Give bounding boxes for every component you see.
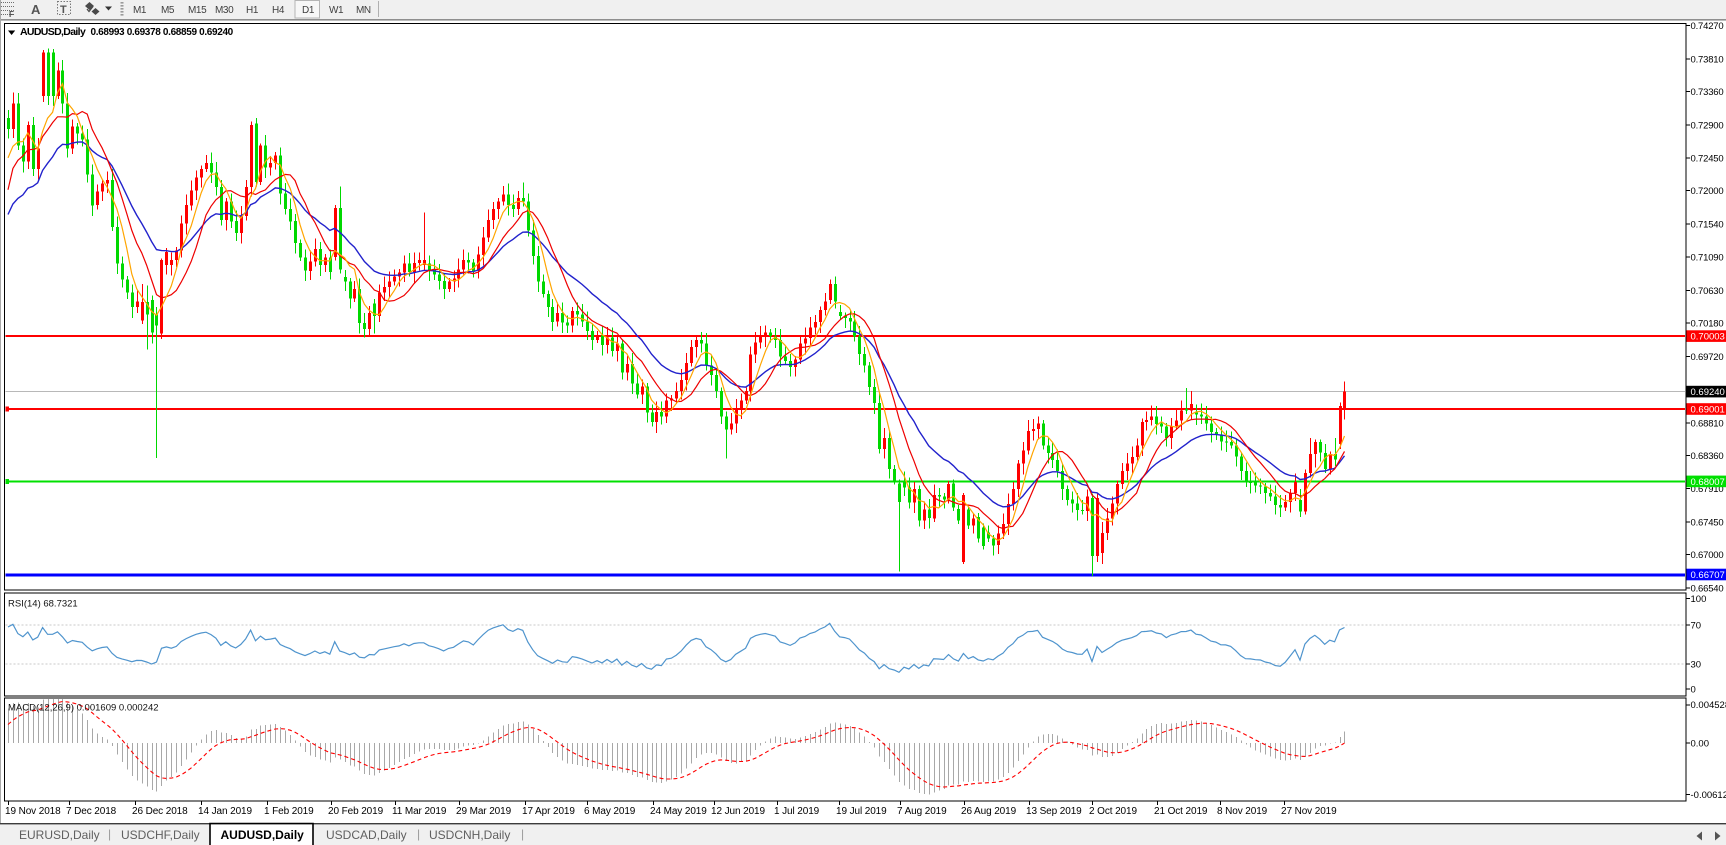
- svg-text:0.67450: 0.67450: [1691, 517, 1724, 528]
- svg-text:13 Sep 2019: 13 Sep 2019: [1026, 806, 1082, 817]
- svg-text:H4: H4: [272, 5, 285, 16]
- svg-text:0.73360: 0.73360: [1691, 87, 1724, 98]
- svg-text:0.66540: 0.66540: [1691, 584, 1724, 595]
- svg-text:M30: M30: [215, 5, 234, 16]
- svg-text:20 Feb 2019: 20 Feb 2019: [328, 806, 384, 817]
- svg-text:1 Feb 2019: 1 Feb 2019: [264, 806, 314, 817]
- svg-text:7 Aug 2019: 7 Aug 2019: [897, 806, 947, 817]
- svg-text:M5: M5: [161, 5, 175, 16]
- svg-text:12 Jun 2019: 12 Jun 2019: [711, 806, 765, 817]
- svg-text:A: A: [31, 2, 41, 17]
- svg-text:0.70003: 0.70003: [1691, 332, 1725, 343]
- svg-text:|: |: [108, 827, 111, 841]
- svg-text:0.69001: 0.69001: [1691, 404, 1725, 415]
- svg-text:0.67910: 0.67910: [1691, 484, 1724, 495]
- svg-text:27 Nov 2019: 27 Nov 2019: [1281, 806, 1337, 817]
- svg-text:H1: H1: [246, 5, 259, 16]
- svg-text:AUDUSD,Daily: AUDUSD,Daily: [20, 26, 86, 38]
- svg-text:MN: MN: [356, 5, 371, 16]
- svg-text:21 Oct 2019: 21 Oct 2019: [1154, 806, 1208, 817]
- svg-text:30: 30: [1691, 659, 1702, 670]
- svg-text:MACD(12,26,9) 0.001609 0.00024: MACD(12,26,9) 0.001609 0.000242: [8, 703, 159, 714]
- svg-text:D1: D1: [302, 5, 315, 16]
- svg-text:0.004528: 0.004528: [1691, 700, 1726, 711]
- svg-text:0.68810: 0.68810: [1691, 418, 1724, 429]
- svg-text:EURUSD,Daily: EURUSD,Daily: [19, 828, 100, 842]
- svg-text:26 Aug 2019: 26 Aug 2019: [961, 806, 1017, 817]
- svg-text:0.67000: 0.67000: [1691, 550, 1724, 561]
- svg-text:0.70630: 0.70630: [1691, 286, 1724, 297]
- svg-text:0.71090: 0.71090: [1691, 252, 1724, 263]
- svg-text:100: 100: [1691, 594, 1707, 605]
- svg-text:0.68360: 0.68360: [1691, 451, 1724, 462]
- svg-text:0.71540: 0.71540: [1691, 220, 1724, 231]
- svg-text:USDCNH,Daily: USDCNH,Daily: [429, 828, 510, 842]
- svg-text:0.72900: 0.72900: [1691, 121, 1724, 132]
- svg-text:1 Jul 2019: 1 Jul 2019: [774, 806, 820, 817]
- svg-text:0.68993 0.69378 0.68859 0.6924: 0.68993 0.69378 0.68859 0.69240: [91, 27, 234, 38]
- svg-text:7 Dec 2018: 7 Dec 2018: [66, 806, 117, 817]
- svg-text:|: |: [417, 827, 420, 841]
- svg-text:|: |: [521, 827, 524, 841]
- svg-text:M1: M1: [133, 5, 147, 16]
- svg-text:-0.00612: -0.00612: [1691, 790, 1726, 801]
- svg-text:19 Nov 2018: 19 Nov 2018: [5, 806, 61, 817]
- svg-text:6 May 2019: 6 May 2019: [584, 806, 636, 817]
- svg-text:26 Dec 2018: 26 Dec 2018: [132, 806, 188, 817]
- svg-text:AUDUSD,Daily: AUDUSD,Daily: [221, 828, 305, 842]
- svg-text:F: F: [9, 10, 14, 19]
- svg-text:29 Mar 2019: 29 Mar 2019: [456, 806, 512, 817]
- svg-text:0.72000: 0.72000: [1691, 186, 1724, 197]
- svg-text:2 Oct 2019: 2 Oct 2019: [1089, 806, 1137, 817]
- svg-text:0.74270: 0.74270: [1691, 21, 1724, 32]
- svg-text:0.66707: 0.66707: [1691, 570, 1725, 581]
- svg-text:14 Jan 2019: 14 Jan 2019: [198, 806, 252, 817]
- svg-text:RSI(14) 68.7321: RSI(14) 68.7321: [8, 599, 78, 610]
- svg-text:0.00: 0.00: [1691, 738, 1710, 749]
- svg-text:0.73810: 0.73810: [1691, 54, 1724, 65]
- svg-text:0.69720: 0.69720: [1691, 352, 1724, 363]
- svg-text:0.68007: 0.68007: [1691, 477, 1725, 488]
- svg-text:T: T: [60, 4, 67, 16]
- svg-text:0.69240: 0.69240: [1691, 387, 1725, 398]
- svg-text:0.72450: 0.72450: [1691, 153, 1724, 164]
- svg-text:70: 70: [1691, 621, 1702, 632]
- svg-text:24 May 2019: 24 May 2019: [650, 806, 707, 817]
- svg-text:17 Apr 2019: 17 Apr 2019: [522, 806, 575, 817]
- svg-text:W1: W1: [329, 5, 344, 16]
- svg-text:USDCHF,Daily: USDCHF,Daily: [121, 828, 200, 842]
- svg-text:USDCAD,Daily: USDCAD,Daily: [326, 828, 407, 842]
- svg-text:8 Nov 2019: 8 Nov 2019: [1217, 806, 1268, 817]
- svg-text:19 Jul 2019: 19 Jul 2019: [836, 806, 887, 817]
- svg-text:11 Mar 2019: 11 Mar 2019: [392, 806, 447, 817]
- svg-text:0.70180: 0.70180: [1691, 319, 1724, 330]
- svg-text:0: 0: [1691, 684, 1696, 695]
- svg-text:M15: M15: [188, 5, 207, 16]
